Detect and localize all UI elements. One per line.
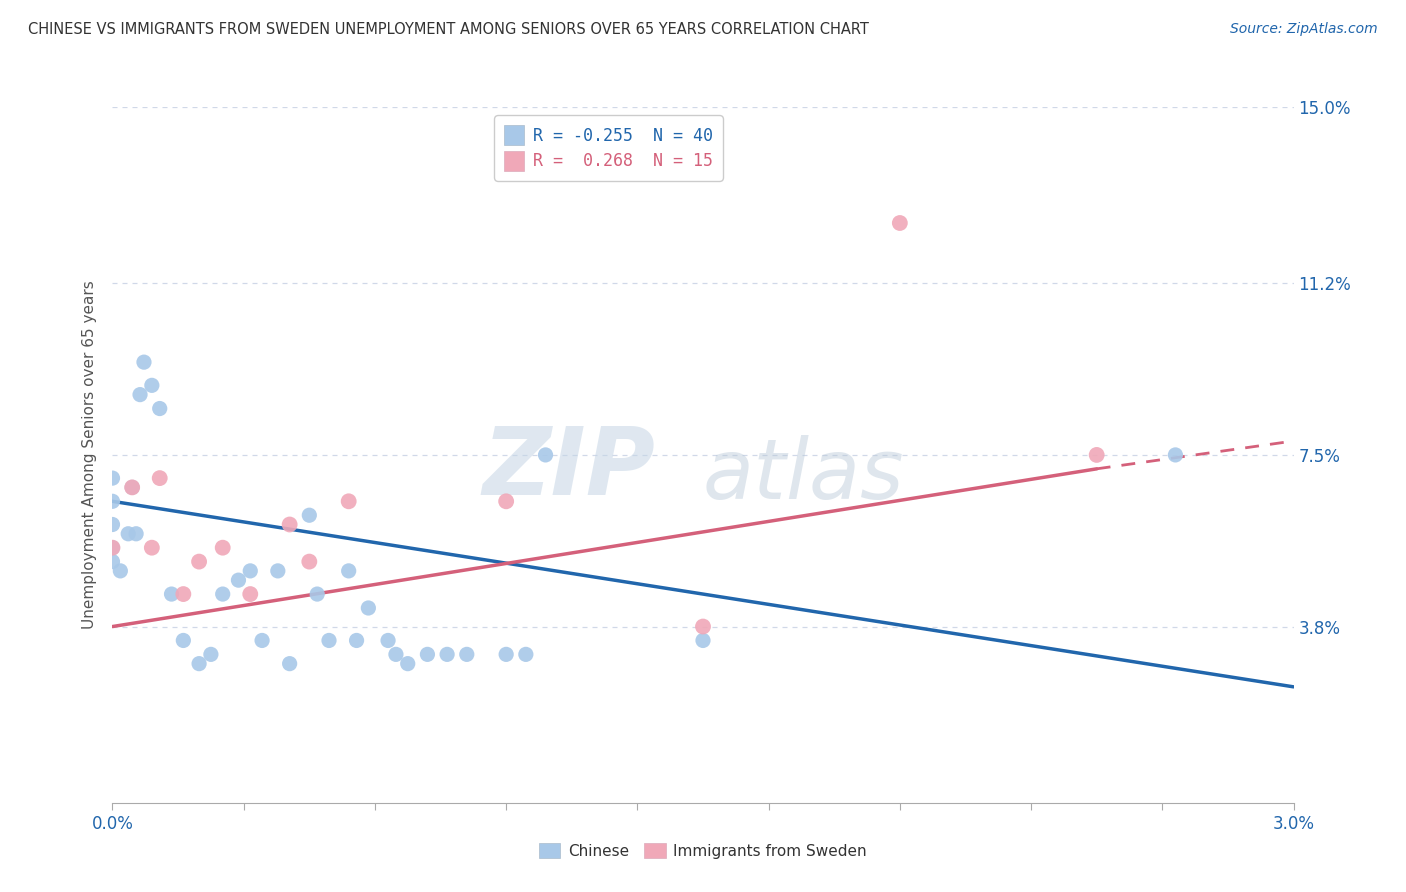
Point xyxy=(129,387,152,401)
Point xyxy=(337,564,360,578)
Point xyxy=(495,648,517,662)
Point xyxy=(211,541,233,555)
Point xyxy=(149,401,172,416)
Point xyxy=(318,633,340,648)
Point xyxy=(101,517,124,532)
Point xyxy=(132,355,155,369)
Text: Source: ZipAtlas.com: Source: ZipAtlas.com xyxy=(1230,22,1378,37)
Point xyxy=(515,648,537,662)
Point xyxy=(172,587,194,601)
Point xyxy=(121,480,143,494)
Point xyxy=(889,216,911,230)
Point xyxy=(172,633,194,648)
Point xyxy=(141,541,163,555)
Point xyxy=(267,564,290,578)
Point xyxy=(307,587,329,601)
Point xyxy=(101,471,124,485)
Point xyxy=(534,448,557,462)
Point xyxy=(117,526,139,541)
Point xyxy=(377,633,399,648)
Point xyxy=(239,587,262,601)
Point xyxy=(141,378,163,392)
Point xyxy=(692,619,714,633)
Point xyxy=(385,648,408,662)
Point xyxy=(101,541,124,555)
Point xyxy=(101,541,124,555)
Point xyxy=(211,587,233,601)
Point xyxy=(346,633,368,648)
Point xyxy=(396,657,419,671)
Text: atlas: atlas xyxy=(703,435,904,516)
Point xyxy=(160,587,183,601)
Point xyxy=(188,555,211,569)
Point xyxy=(110,564,132,578)
Point xyxy=(239,564,262,578)
Point xyxy=(121,480,143,494)
Point xyxy=(357,601,380,615)
Legend: Chinese, Immigrants from Sweden: Chinese, Immigrants from Sweden xyxy=(533,837,873,864)
Point xyxy=(1085,448,1108,462)
Text: CHINESE VS IMMIGRANTS FROM SWEDEN UNEMPLOYMENT AMONG SENIORS OVER 65 YEARS CORRE: CHINESE VS IMMIGRANTS FROM SWEDEN UNEMPL… xyxy=(28,22,869,37)
Y-axis label: Unemployment Among Seniors over 65 years: Unemployment Among Seniors over 65 years xyxy=(82,281,97,629)
Point xyxy=(337,494,360,508)
Point xyxy=(278,657,301,671)
Text: ZIP: ZIP xyxy=(482,423,655,515)
Point xyxy=(416,648,439,662)
Point xyxy=(149,471,172,485)
Point xyxy=(250,633,273,648)
Point xyxy=(228,573,250,587)
Point xyxy=(456,648,478,662)
Point xyxy=(298,508,321,523)
Point xyxy=(125,526,148,541)
Point xyxy=(692,633,714,648)
Point xyxy=(298,555,321,569)
Point xyxy=(188,657,211,671)
Point xyxy=(495,494,517,508)
Point xyxy=(1164,448,1187,462)
Point xyxy=(101,494,124,508)
Point xyxy=(436,648,458,662)
Point xyxy=(278,517,301,532)
Point xyxy=(200,648,222,662)
Point xyxy=(101,555,124,569)
